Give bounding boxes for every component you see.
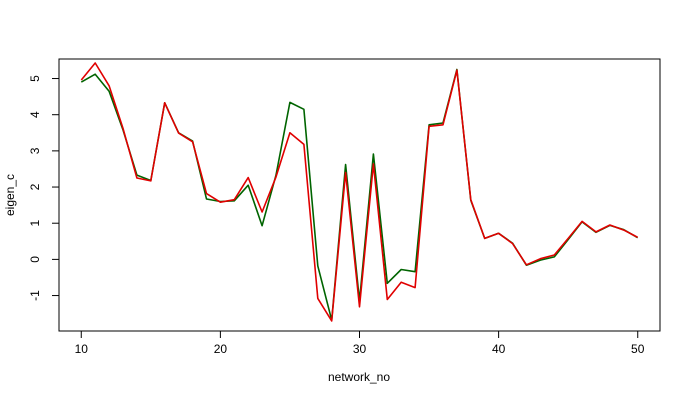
y-tick-label: 4	[28, 111, 42, 118]
y-tick-label: 3	[28, 147, 42, 154]
x-tick-label: 50	[631, 342, 645, 356]
y-tick-label: 1	[28, 220, 42, 227]
y-axis: -1 0 1 2 3 4 5	[28, 75, 60, 301]
x-tick-label: 30	[353, 342, 367, 356]
y-tick-label: -1	[28, 290, 42, 301]
y-tick-label: 0	[28, 256, 42, 263]
x-tick-label: 40	[492, 342, 506, 356]
y-tick-label: 2	[28, 183, 42, 190]
y-axis-label: eigen_c	[3, 174, 17, 216]
y-tick-label: 5	[28, 75, 42, 82]
x-axis: 10 20 30 40 50	[75, 330, 645, 356]
x-tick-label: 20	[214, 342, 228, 356]
x-tick-label: 10	[75, 342, 89, 356]
series-line-2	[80, 62, 639, 322]
series-layer	[80, 62, 639, 322]
x-axis-label: network_no	[328, 370, 390, 384]
